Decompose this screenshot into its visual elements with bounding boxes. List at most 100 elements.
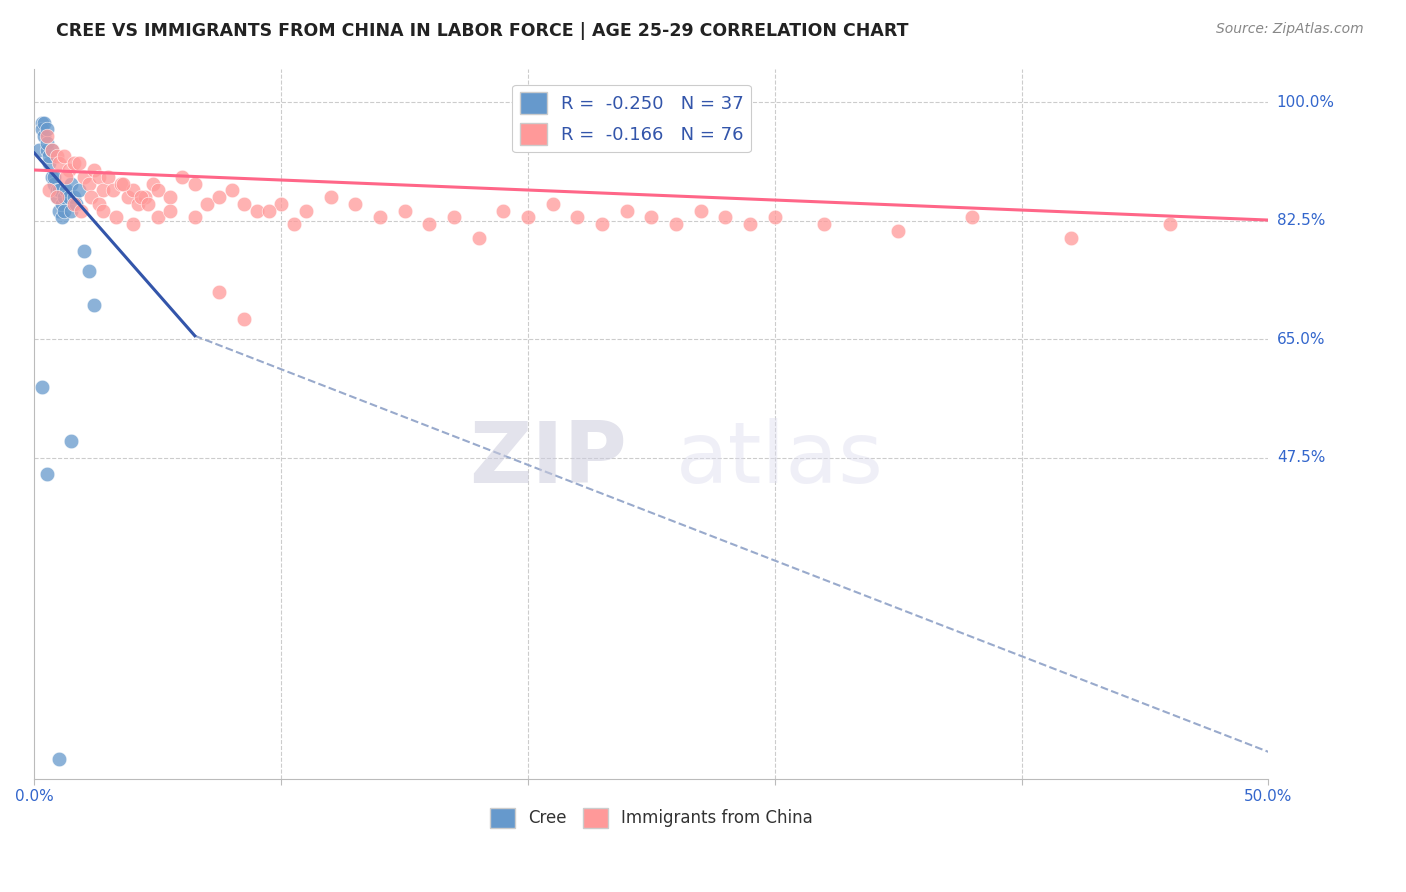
Point [394,203,416,218]
Point [270,197,292,211]
Point [53,149,76,163]
Point [665,217,688,231]
Point [283,217,305,231]
Point [31,122,53,136]
Point [48,156,70,170]
Point [129,190,152,204]
Point [740,217,762,231]
Point [48,203,70,218]
Point [38,149,60,163]
Point [887,224,910,238]
Point [87,197,110,211]
Legend: Cree, Immigrants from China: Cree, Immigrants from China [482,801,820,835]
Text: 65.0%: 65.0% [1277,332,1326,347]
Point [51,197,73,211]
Point [142,177,165,191]
Point [159,203,181,218]
Point [42,169,65,184]
Point [184,211,207,225]
Point [83,298,105,312]
Point [689,203,711,218]
Point [83,163,105,178]
Point [77,264,100,278]
Point [67,156,90,170]
Point [344,197,367,211]
Point [60,177,83,191]
Point [60,434,83,448]
Point [32,129,55,144]
Point [492,203,515,218]
Text: 47.5%: 47.5% [1277,450,1324,465]
Point [257,203,280,218]
Text: ZIP: ZIP [470,417,627,500]
Point [48,183,70,197]
Point [184,177,207,191]
Point [35,467,58,482]
Point [45,183,67,197]
Point [35,143,58,157]
Point [319,190,342,204]
Point [443,211,465,225]
Point [110,177,132,191]
Point [63,156,86,170]
Point [60,203,83,218]
Point [65,197,87,211]
Text: 82.5%: 82.5% [1277,213,1324,228]
Point [31,379,53,393]
Point [45,190,67,204]
Point [80,190,103,204]
Point [73,244,96,259]
Point [208,285,231,299]
Point [146,211,169,225]
Point [41,143,63,157]
Point [208,190,231,204]
Point [172,169,194,184]
Point [73,169,96,184]
Point [38,156,60,170]
Point [640,211,662,225]
Point [714,211,737,225]
Point [112,177,135,191]
Point [517,211,540,225]
Point [55,183,77,197]
Point [53,190,76,204]
Text: atlas: atlas [676,417,884,500]
Point [70,203,93,218]
Point [42,177,65,191]
Point [962,211,984,225]
Point [295,203,318,218]
Point [31,115,53,129]
Point [418,217,440,231]
Point [616,203,638,218]
Point [813,217,835,231]
Point [146,183,169,197]
Point [35,136,58,150]
Point [45,149,67,163]
Point [38,183,60,197]
Point [103,183,125,197]
Point [97,169,120,184]
Point [58,163,80,178]
Point [93,203,115,218]
Point [567,211,589,225]
Point [122,183,145,197]
Point [41,143,63,157]
Point [28,143,51,157]
Point [195,197,218,211]
Point [45,190,67,204]
Point [104,211,127,225]
Point [591,217,613,231]
Point [117,190,139,204]
Point [541,197,564,211]
Point [122,217,145,231]
Point [221,183,243,197]
Point [87,169,110,184]
Point [51,211,73,225]
Point [55,169,77,184]
Point [467,230,489,244]
Point [41,169,63,184]
Text: CREE VS IMMIGRANTS FROM CHINA IN LABOR FORCE | AGE 25-29 CORRELATION CHART: CREE VS IMMIGRANTS FROM CHINA IN LABOR F… [56,22,908,40]
Text: Source: ZipAtlas.com: Source: ZipAtlas.com [1216,22,1364,37]
Point [1159,217,1181,231]
Point [63,190,86,204]
